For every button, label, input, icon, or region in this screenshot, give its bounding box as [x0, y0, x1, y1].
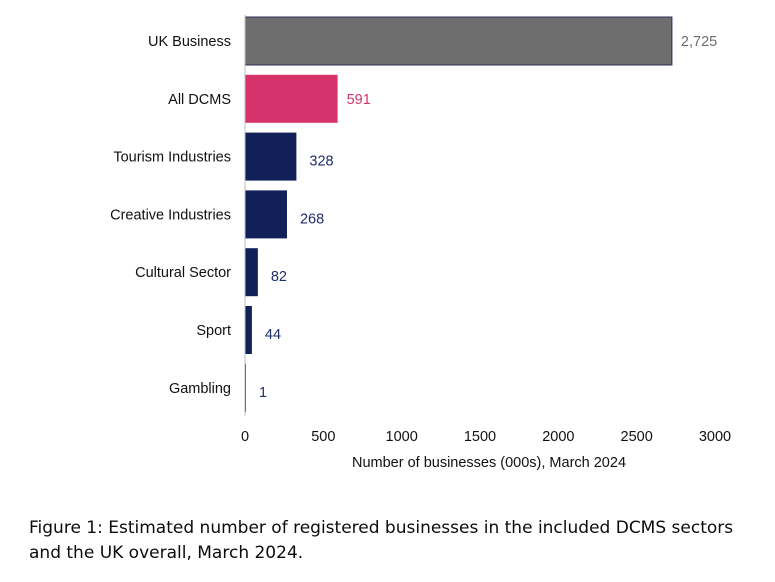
category-label-sport: Sport: [196, 323, 231, 339]
bars-group: [244, 16, 673, 412]
value-label-tourism-industries: 328: [309, 154, 333, 170]
bar-tourism-industries: [245, 132, 297, 181]
value-label-creative-industries: 268: [300, 211, 324, 227]
category-label-all-dcms: All DCMS: [168, 92, 231, 108]
category-label-cultural-sector: Cultural Sector: [135, 265, 231, 281]
bar-uk-business: [244, 16, 673, 66]
value-label-uk-business: 2,725: [681, 34, 717, 50]
x-tick-labels: 0 500 1000 1500 2000 2500 3000: [241, 429, 731, 445]
figure-caption: Figure 1: Estimated number of registered…: [29, 518, 734, 563]
value-label-gambling: 1: [259, 385, 267, 401]
value-label-all-dcms: 591: [347, 92, 371, 108]
bar-chart: UK Business All DCMS Tourism Industries Cre…: [110, 15, 731, 471]
x-tick-label-2000: 2000: [542, 429, 574, 445]
category-label-uk-business: UK Business: [148, 34, 231, 50]
x-tick-label-3000: 3000: [699, 429, 731, 445]
x-tick-label-0: 0: [241, 429, 249, 445]
x-tick-label-1500: 1500: [464, 429, 496, 445]
x-tick-label-1000: 1000: [386, 429, 418, 445]
x-axis-title: Number of businesses (000s), March 2024: [352, 455, 626, 471]
category-label-creative-industries: Creative Industries: [110, 207, 231, 223]
x-tick-label-500: 500: [311, 429, 335, 445]
bar-cultural-sector: [245, 248, 258, 297]
category-labels: UK Business All DCMS Tourism Industries Cre…: [110, 34, 231, 397]
bar-all-dcms: [245, 74, 338, 123]
bar-sport: [245, 306, 252, 354]
category-label-tourism-industries: Tourism Industries: [113, 150, 231, 166]
category-label-gambling: Gambling: [169, 381, 231, 397]
value-labels: 2,725 591 328 268 82 44 1: [259, 34, 717, 401]
value-label-sport: 44: [265, 327, 281, 343]
x-tick-label-2500: 2500: [621, 429, 653, 445]
bar-creative-industries: [245, 190, 287, 239]
value-label-cultural-sector: 82: [271, 269, 287, 285]
